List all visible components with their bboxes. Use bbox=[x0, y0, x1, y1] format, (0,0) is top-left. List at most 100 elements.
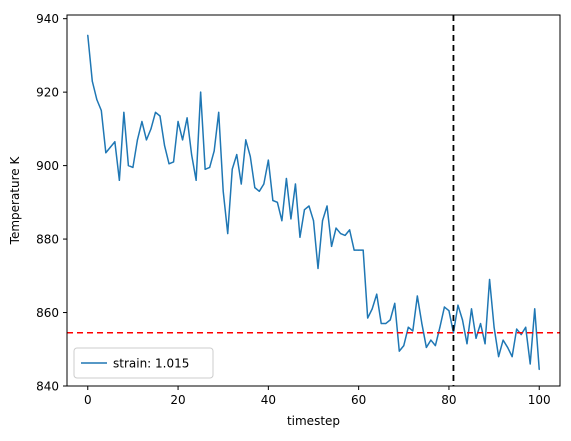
legend-box bbox=[73, 347, 214, 379]
data-point bbox=[258, 190, 260, 192]
data-point bbox=[380, 322, 382, 325]
data-point bbox=[421, 322, 423, 325]
data-point bbox=[430, 339, 432, 341]
y-tick-label: 920 bbox=[36, 86, 59, 100]
x-tick-label: 100 bbox=[528, 393, 551, 407]
y-tick-label: 900 bbox=[36, 159, 59, 173]
data-point bbox=[308, 205, 310, 207]
data-point bbox=[222, 190, 224, 192]
data-point bbox=[461, 319, 464, 321]
data-point bbox=[240, 183, 242, 185]
data-point bbox=[525, 326, 527, 328]
data-point bbox=[358, 249, 360, 251]
data-point bbox=[488, 278, 491, 281]
data-point bbox=[118, 179, 120, 181]
data-point bbox=[434, 344, 436, 347]
data-point bbox=[186, 117, 188, 119]
data-point bbox=[141, 120, 143, 123]
data-point bbox=[236, 153, 238, 156]
data-point bbox=[231, 168, 233, 170]
plot-area bbox=[67, 15, 560, 386]
data-point bbox=[105, 152, 107, 154]
data-point bbox=[281, 220, 283, 222]
data-point bbox=[349, 229, 351, 231]
data-point bbox=[227, 232, 229, 235]
data-point bbox=[209, 166, 211, 169]
y-tick-label: 860 bbox=[36, 306, 59, 320]
data-point bbox=[132, 166, 134, 169]
data-point bbox=[335, 227, 337, 229]
data-point bbox=[96, 98, 98, 101]
data-point bbox=[127, 165, 129, 167]
data-point bbox=[285, 177, 288, 180]
data-point bbox=[312, 220, 315, 222]
data-point bbox=[534, 308, 536, 310]
data-point bbox=[479, 322, 482, 325]
data-point bbox=[425, 346, 427, 349]
data-point bbox=[416, 295, 418, 297]
data-point bbox=[303, 209, 306, 211]
x-tick-label: 80 bbox=[441, 393, 456, 407]
data-point bbox=[448, 310, 450, 312]
data-point bbox=[191, 153, 193, 156]
data-point bbox=[502, 339, 504, 341]
data-point bbox=[114, 141, 116, 143]
data-point bbox=[362, 249, 364, 251]
legend: strain: 1.015 bbox=[73, 347, 214, 379]
data-point bbox=[385, 322, 387, 325]
data-point bbox=[394, 302, 396, 304]
data-point bbox=[213, 150, 215, 152]
data-point bbox=[326, 205, 328, 207]
data-point bbox=[507, 346, 509, 349]
data-point bbox=[87, 34, 89, 36]
plot-frame bbox=[66, 14, 561, 387]
data-point bbox=[470, 308, 473, 310]
data-point bbox=[195, 179, 197, 181]
data-point bbox=[516, 328, 518, 330]
data-point bbox=[100, 109, 102, 112]
y-tick-label: 940 bbox=[36, 12, 59, 26]
data-point bbox=[403, 344, 405, 347]
data-point bbox=[168, 163, 170, 165]
data-point bbox=[294, 183, 297, 185]
data-point bbox=[154, 111, 157, 113]
data-point bbox=[344, 234, 346, 236]
data-point bbox=[150, 128, 152, 130]
data-point bbox=[263, 183, 265, 185]
y-tick-label: 840 bbox=[36, 380, 59, 394]
data-point bbox=[353, 249, 355, 251]
data-point bbox=[511, 356, 513, 358]
data-point bbox=[484, 343, 486, 345]
data-point bbox=[276, 201, 278, 203]
x-tick-label: 40 bbox=[261, 393, 276, 407]
data-point bbox=[159, 115, 161, 117]
data-point bbox=[498, 356, 500, 358]
data-point bbox=[200, 91, 202, 93]
data-point bbox=[317, 267, 319, 270]
data-point bbox=[493, 326, 495, 328]
x-axis-label: timestep bbox=[287, 414, 340, 428]
data-point bbox=[452, 332, 455, 334]
data-point bbox=[466, 343, 468, 345]
data-point bbox=[330, 245, 333, 248]
series-line-0 bbox=[87, 35, 540, 370]
data-point bbox=[267, 159, 269, 161]
data-point bbox=[254, 187, 256, 189]
data-point bbox=[181, 139, 184, 141]
x-tick-label: 60 bbox=[351, 393, 366, 407]
data-point bbox=[407, 326, 409, 328]
data-point bbox=[439, 326, 441, 328]
data-point bbox=[290, 218, 292, 220]
y-tick-label: 880 bbox=[36, 233, 59, 247]
x-tick-label: 0 bbox=[84, 393, 92, 407]
data-point bbox=[91, 80, 93, 82]
data-point bbox=[389, 319, 391, 321]
data-point bbox=[109, 146, 111, 148]
data-point bbox=[339, 232, 342, 235]
data-point bbox=[529, 363, 531, 365]
data-point bbox=[299, 236, 301, 238]
data-point bbox=[475, 337, 477, 339]
x-tick-label: 20 bbox=[170, 393, 185, 407]
